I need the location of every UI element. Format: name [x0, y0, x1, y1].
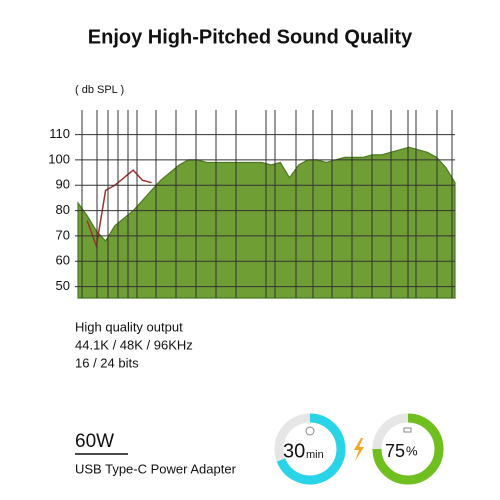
spec: High quality output — [75, 319, 183, 334]
battery-unit: % — [406, 443, 418, 458]
watts: 60W — [75, 431, 114, 452]
clock-icon — [305, 426, 315, 436]
y-tick-label: 60 — [56, 253, 70, 268]
y-tick-label: 110 — [49, 126, 70, 141]
y-tick-label: 70 — [56, 227, 70, 242]
spec: 44.1K / 48K / 96KHz — [75, 337, 193, 352]
y-tick-label: 90 — [56, 177, 70, 192]
y-axis-label: ( db SPL ) — [75, 84, 124, 96]
time-value: 30 — [283, 440, 305, 462]
bolt-icon — [354, 438, 364, 461]
y-tick-label: 50 — [56, 278, 70, 293]
line — [86, 169, 152, 250]
title: Enjoy High-Pitched Sound Quality — [88, 26, 413, 48]
time-unit: min — [306, 449, 324, 461]
battery-value: 75 — [385, 441, 405, 461]
spec: 16 / 24 bits — [75, 355, 139, 370]
y-tick-label: 100 — [48, 151, 70, 166]
y-tick-label: 80 — [56, 202, 70, 217]
time-ring — [276, 413, 346, 485]
plot: 50 60 70 80 90 100 110 — [48, 110, 456, 299]
battery-ring — [372, 413, 444, 485]
power-label: USB Type-C Power Adapter — [75, 461, 237, 476]
battery-icon — [403, 427, 412, 433]
